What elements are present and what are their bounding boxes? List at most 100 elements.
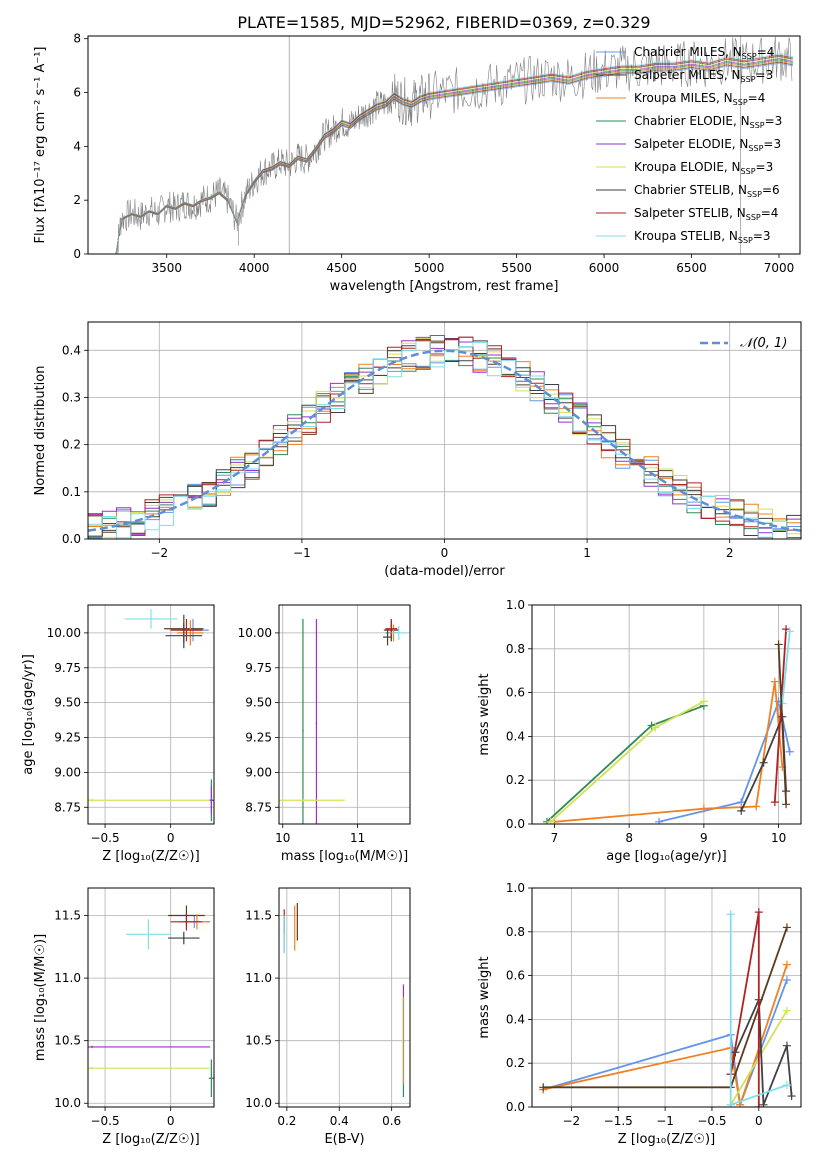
axes-frame — [87, 604, 215, 825]
axes-frame — [278, 604, 411, 825]
model-spectrum-line — [115, 53, 794, 254]
weight-marker — [699, 697, 708, 706]
plot-area — [539, 908, 796, 1107]
y-tick-label: 9.25 — [54, 731, 81, 745]
legend: 𝒩(0, 1) — [700, 336, 787, 351]
y-tick-label: 10.00 — [238, 626, 272, 640]
y-tick-label: 10.00 — [47, 626, 81, 640]
x-tick-label: 11 — [350, 831, 365, 845]
x-tick-label: 6500 — [676, 261, 707, 275]
y-tick-label: 0.2 — [62, 438, 81, 452]
residual-histogram — [88, 336, 801, 539]
y-tick-label: 0.0 — [506, 1100, 525, 1114]
y-tick-label: 0.8 — [506, 642, 525, 656]
y-tick-label: 9.25 — [245, 731, 272, 745]
panel-weight_vs_age: 7 8 9 10 0.0 0.2 0.4 0.6 0.8 1.0 age [log₁₀(age/yr… — [477, 598, 802, 864]
weight-marker — [787, 1092, 796, 1101]
model-spectrum-line — [115, 57, 794, 254]
weight-marker — [759, 1100, 768, 1107]
plot-area — [283, 903, 405, 1097]
panel-age_vs_Z: −0.5 0 8.75 9.00 9.25 9.50 9.75 10.00 Z [log₁₀(Z… — [21, 604, 215, 864]
legend: Chabrier MILES, NSSP=4 Salpeter MILES, NS… — [596, 45, 782, 245]
weight-line — [550, 700, 705, 823]
y-tick-label: 0.4 — [506, 729, 525, 743]
model-spectrum-line — [115, 54, 794, 254]
weight-line — [781, 631, 791, 704]
weight-marker — [785, 747, 794, 756]
x-tick-label: 0 — [167, 1114, 175, 1128]
x-tick-label: 10 — [275, 831, 290, 845]
legend-entry: Chabrier ELODIE, NSSP=3 — [634, 114, 782, 130]
panel-age_vs_mass: 10 11 8.75 9.00 9.25 9.50 9.75 10.00 mass [log₁₀… — [238, 604, 411, 864]
y-axis-label: mass weight — [477, 673, 492, 755]
x-tick-label: 0 — [167, 831, 175, 845]
x-tick-label: 10 — [771, 831, 786, 845]
y-tick-label: 0.4 — [506, 1012, 525, 1026]
y-tick-label: 2 — [73, 193, 81, 207]
panel-spectrum: 3500 4000 4500 5000 5500 6000 6500 7000 0 2 4 6 8 wav… — [33, 32, 801, 294]
weight-line — [554, 681, 784, 823]
legend-entry: Kroupa ELODIE, NSSP=3 — [634, 160, 773, 176]
legend-entry: 𝒩(0, 1) — [740, 336, 787, 351]
weight-line — [777, 644, 787, 805]
x-tick-label: −0.5 — [90, 831, 119, 845]
y-tick-label: 0.3 — [62, 390, 81, 404]
y-axis-label: mass weight — [477, 956, 492, 1038]
weight-marker — [774, 640, 783, 649]
x-tick-label: 2 — [726, 546, 734, 560]
y-tick-label: 0.0 — [506, 817, 525, 831]
y-tick-label: 9.50 — [54, 696, 81, 710]
y-axis-label: Normed distribution — [33, 366, 48, 496]
legend-entry: Salpeter MILES, NSSP=3 — [634, 68, 773, 84]
axes-frame — [87, 35, 801, 255]
x-tick-label: 4000 — [239, 261, 270, 275]
plot-area — [88, 335, 801, 539]
y-tick-label: 0.2 — [506, 1056, 525, 1070]
legend-entry: Chabrier MILES, NSSP=4 — [634, 45, 774, 61]
x-axis-label: Z [log₁₀(Z/Z☉)] — [618, 1132, 715, 1147]
y-tick-label: 11.0 — [245, 971, 272, 985]
weight-marker — [754, 1103, 763, 1107]
plot-area — [88, 609, 214, 822]
y-tick-label: 11.5 — [54, 909, 81, 923]
y-tick-label: 1.0 — [506, 881, 525, 895]
weight-marker — [726, 1100, 735, 1107]
weight-marker — [539, 1083, 548, 1092]
x-tick-label: 3500 — [151, 261, 182, 275]
weight-marker — [737, 806, 746, 815]
plot-area — [115, 36, 794, 254]
legend-entry: Chabrier STELIB, NSSP=6 — [634, 183, 780, 199]
x-tick-label: 5000 — [414, 261, 445, 275]
y-tick-label: 0.0 — [62, 532, 81, 546]
weight-marker — [752, 802, 761, 811]
plot-area — [279, 618, 407, 824]
y-tick-label: 6 — [73, 86, 81, 100]
normal-reference-curve — [88, 349, 801, 532]
y-tick-label: 10.0 — [245, 1096, 272, 1110]
x-tick-label: 7 — [551, 831, 559, 845]
y-tick-label: 0.6 — [506, 969, 525, 983]
x-tick-label: 5500 — [501, 261, 532, 275]
weight-marker — [759, 758, 768, 767]
x-tick-label: 0.6 — [382, 1114, 401, 1128]
x-axis-label: (data-model)/error — [384, 564, 505, 579]
y-tick-label: 10.0 — [54, 1096, 81, 1110]
y-tick-label: 9.75 — [245, 661, 272, 675]
y-tick-label: 11.5 — [245, 909, 272, 923]
x-axis-label: Z [log₁₀(Z/Z☉)] — [102, 1132, 199, 1147]
weight-marker — [651, 723, 660, 732]
x-axis-label: E(B-V) — [324, 1132, 364, 1147]
x-tick-label: 9 — [700, 831, 708, 845]
y-tick-label: 8 — [73, 32, 81, 46]
weight-line — [658, 698, 791, 823]
weight-marker — [782, 800, 791, 809]
weight-marker — [782, 1041, 791, 1050]
y-tick-label: 0.4 — [62, 343, 81, 357]
weight-line — [542, 979, 788, 1106]
x-tick-label: −1 — [656, 1114, 674, 1128]
x-axis-label: Z [log₁₀(Z/Z☉)] — [102, 849, 199, 864]
legend-entry: Salpeter STELIB, NSSP=4 — [634, 206, 778, 222]
weight-marker — [737, 798, 746, 807]
y-tick-label: 0 — [73, 247, 81, 261]
